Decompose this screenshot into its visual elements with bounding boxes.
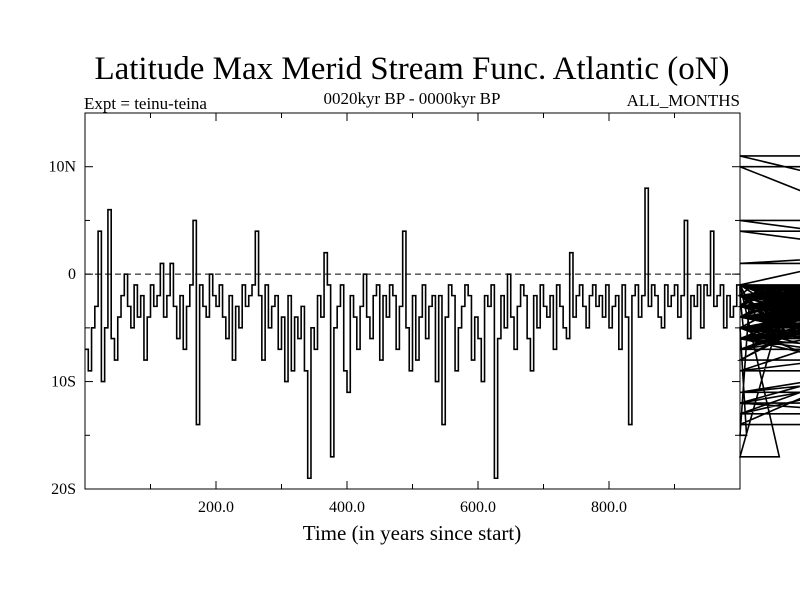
x-tick-label: 800.0 — [591, 499, 627, 516]
y-tick-label: 10S — [51, 374, 76, 391]
x-tick-label: 400.0 — [329, 499, 365, 516]
y-tick-label: 0 — [68, 266, 76, 283]
series-line — [85, 155, 800, 480]
x-tick-label: 200.0 — [198, 499, 234, 516]
y-axis: 10N 0 10S 20S — [48, 159, 740, 498]
y-tick-label: 20S — [51, 481, 76, 498]
chart-title: Latitude Max Merid Stream Func. Atlantic… — [94, 51, 729, 87]
period-label: 0020kyr BP - 0000kyr BP — [324, 89, 501, 108]
months-label: ALL_MONTHS — [627, 91, 740, 110]
y-tick-label: 10N — [48, 159, 76, 176]
x-axis: 200.0 400.0 600.0 800.0 — [150, 113, 675, 516]
experiment-label: Expt = teinu-teina — [84, 94, 207, 113]
x-axis-label: Time (in years since start) — [303, 521, 522, 545]
x-tick-label: 600.0 — [460, 499, 496, 516]
